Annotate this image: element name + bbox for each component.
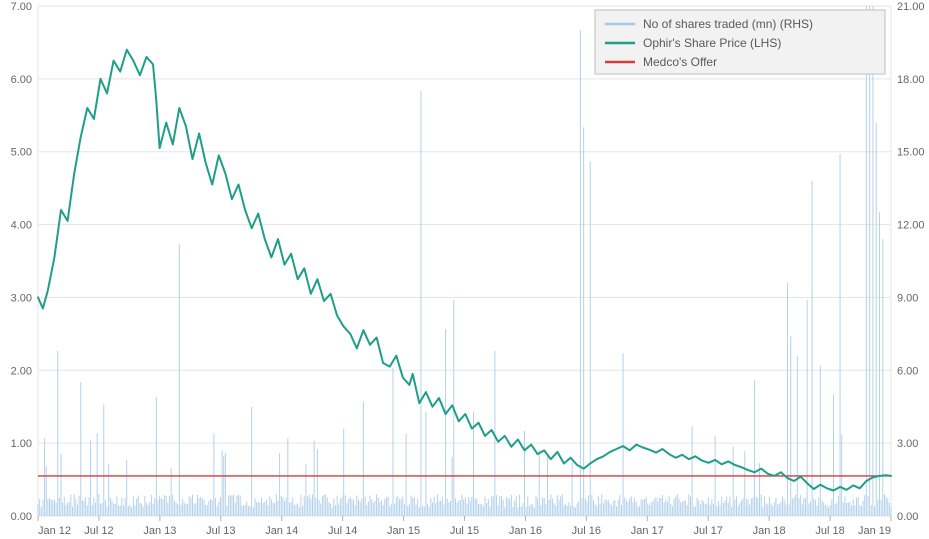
svg-text:5.00: 5.00 [11,147,32,159]
svg-text:Jan 14: Jan 14 [265,525,298,537]
svg-text:Jan 17: Jan 17 [631,525,664,537]
svg-text:7.00: 7.00 [11,1,32,13]
svg-text:1.00: 1.00 [11,438,32,450]
svg-text:Jul 12: Jul 12 [84,525,113,537]
svg-text:Jan 12: Jan 12 [38,525,71,537]
svg-text:Ophir's Share Price (LHS): Ophir's Share Price (LHS) [643,36,781,50]
share-price-chart: 0.00 1.00 2.00 3.00 4.00 5.00 6.00 7.00 0.00 3.00… [0,0,929,539]
svg-text:0.00: 0.00 [897,511,918,523]
svg-text:Jul 17: Jul 17 [694,525,723,537]
svg-text:No of shares traded (mn) (RHS): No of shares traded (mn) (RHS) [643,17,813,31]
svg-text:0.00: 0.00 [11,511,32,523]
svg-text:3.00: 3.00 [11,292,32,304]
svg-text:Medco's Offer: Medco's Offer [643,55,717,69]
svg-text:4.00: 4.00 [11,220,32,232]
chart-legend: No of shares traded (mn) (RHS) Ophir's Sh… [595,10,885,74]
svg-text:Jul 13: Jul 13 [206,525,235,537]
svg-text:Jan 19: Jan 19 [858,525,891,537]
svg-text:18.00: 18.00 [897,74,925,86]
svg-text:15.00: 15.00 [897,147,925,159]
svg-text:Jan 18: Jan 18 [753,525,786,537]
svg-text:6.00: 6.00 [11,74,32,86]
svg-text:6.00: 6.00 [897,365,918,377]
svg-text:21.00: 21.00 [897,1,925,13]
svg-text:2.00: 2.00 [11,365,32,377]
svg-text:Jul 16: Jul 16 [572,525,601,537]
svg-text:Jan 16: Jan 16 [509,525,542,537]
svg-text:Jul 15: Jul 15 [450,525,479,537]
svg-text:9.00: 9.00 [897,292,918,304]
svg-text:12.00: 12.00 [897,220,925,232]
svg-text:Jan 13: Jan 13 [143,525,176,537]
svg-text:3.00: 3.00 [897,438,918,450]
svg-text:Jul 14: Jul 14 [328,525,357,537]
svg-text:Jul 18: Jul 18 [815,525,844,537]
svg-text:Jan 15: Jan 15 [387,525,420,537]
chart-svg: 0.00 1.00 2.00 3.00 4.00 5.00 6.00 7.00 0.00 3.00… [0,0,929,539]
